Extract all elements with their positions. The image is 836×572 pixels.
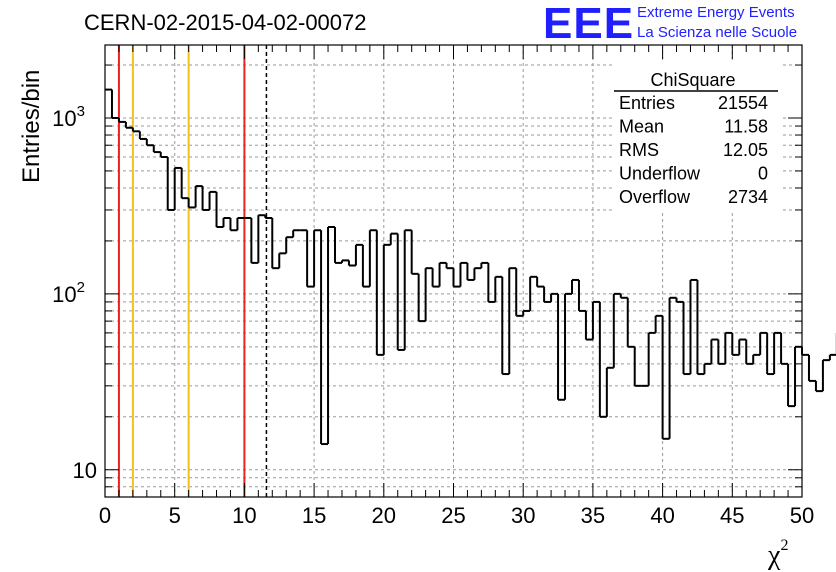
x-tick-label: 20	[372, 503, 396, 528]
logo-subtitle-line2: La Scienza nelle Scuole	[637, 24, 798, 41]
stats-label: Underflow	[619, 164, 701, 184]
x-tick-label: 10	[232, 503, 256, 528]
stats-value: 21554	[718, 93, 768, 113]
x-tick-label: 15	[302, 503, 326, 528]
stats-label: RMS	[619, 140, 659, 160]
x-tick-label: 35	[581, 503, 605, 528]
stats-value: 11.58	[724, 117, 768, 137]
stats-label: Overflow	[619, 187, 691, 207]
chart-title: CERN-02-2015-04-02-00072	[84, 10, 367, 35]
stats-value: 0	[758, 164, 768, 184]
stats-value: 2734	[728, 187, 768, 207]
x-tick-label: 40	[650, 503, 674, 528]
x-axis-label-base: χ	[768, 540, 781, 571]
logo-subtitle-line1: Extreme Energy Events	[637, 4, 795, 21]
stats-label: Mean	[619, 117, 664, 137]
x-axis-label-sup: 2	[780, 537, 789, 554]
y-tick-label: 102	[52, 279, 85, 307]
stats-label: Entries	[619, 93, 675, 113]
x-tick-label: 50	[790, 503, 814, 528]
stats-value: 12.05	[723, 140, 768, 160]
x-tick-label: 0	[99, 503, 111, 528]
x-tick-label: 45	[720, 503, 744, 528]
y-tick-label: 103	[52, 103, 85, 131]
eee-logo: EEE	[543, 0, 635, 48]
x-tick-label: 25	[441, 503, 465, 528]
stats-box	[612, 62, 780, 212]
x-axis-label: χ2	[768, 537, 788, 572]
stats-box-title: ChiSquare	[650, 70, 735, 90]
x-tick-label: 30	[511, 503, 535, 528]
y-tick-label: 10	[73, 458, 97, 483]
x-tick-label: 5	[169, 503, 181, 528]
